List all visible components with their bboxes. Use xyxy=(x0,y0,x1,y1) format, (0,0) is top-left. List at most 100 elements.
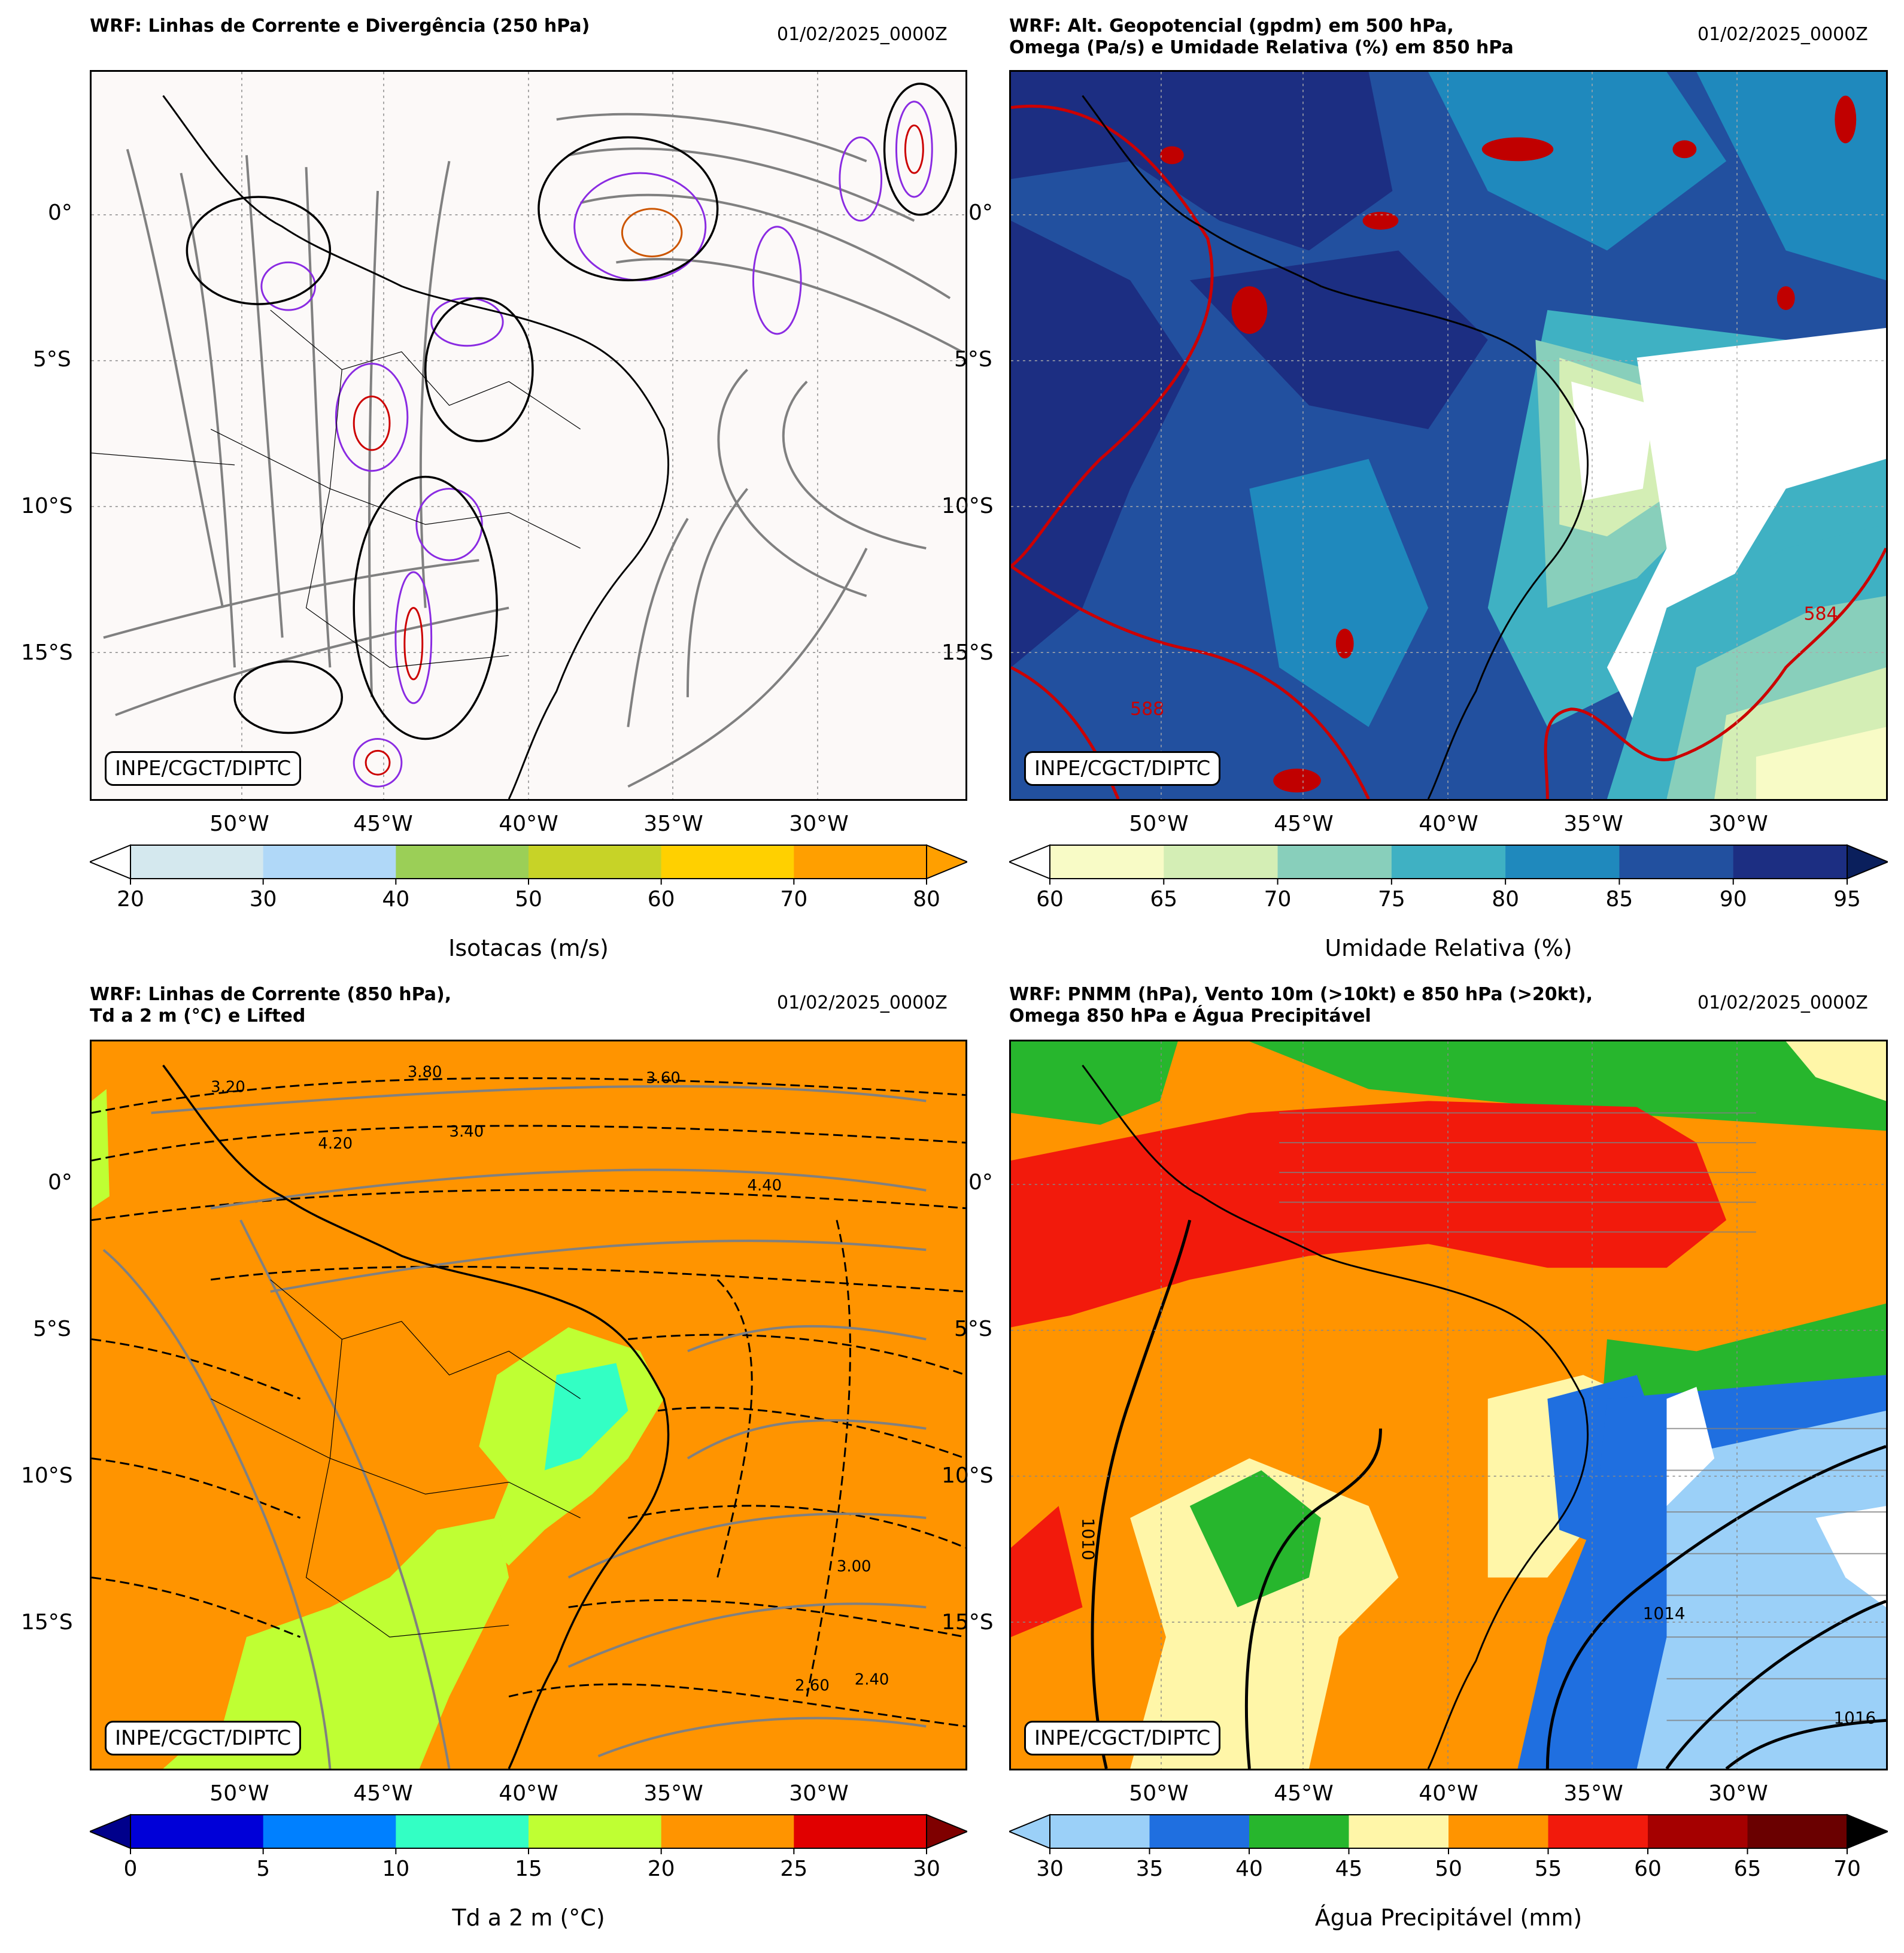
colorbar: 0 5 10 15 20 25 30 xyxy=(90,1812,967,1881)
colorbar-extend-low xyxy=(90,1814,131,1849)
lat-label: 15°S xyxy=(21,1610,73,1635)
colorbar-tick-label: 15 xyxy=(515,1857,542,1881)
lon-label: 50°W xyxy=(1129,1781,1189,1806)
colorbar-extend-high xyxy=(926,844,967,880)
colorbar-tick-label: 20 xyxy=(647,1857,675,1881)
lon-label: 35°W xyxy=(1563,1781,1623,1806)
colorbar-tick-label: 70 xyxy=(1264,887,1292,912)
credit-label: INPE/CGCT/DIPTC xyxy=(1024,1721,1221,1755)
colorbar-segment xyxy=(396,1815,529,1848)
colorbar-graphic xyxy=(90,1814,967,1854)
lon-label: 30°W xyxy=(789,1781,849,1806)
colorbar-segment xyxy=(1050,1815,1150,1848)
colorbar-tick-label: 0 xyxy=(123,1857,138,1881)
contour-label: 1010 xyxy=(1079,1518,1098,1560)
colorbar-graphic xyxy=(1009,844,1888,885)
lon-label: 35°W xyxy=(643,812,703,836)
map-area[interactable]: 3.20 3.80 4.20 3.40 3.60 4.40 3.00 2.60 … xyxy=(90,1040,967,1770)
lat-label: 0° xyxy=(968,1170,993,1195)
lat-label: 5°S xyxy=(33,1317,71,1341)
colorbar: 20 30 40 50 60 70 80 xyxy=(90,843,967,912)
panel-title: Omega (Pa/s) e Umidade Relativa (%) em 8… xyxy=(1009,37,1514,58)
contour-label: 2.40 xyxy=(855,1671,889,1689)
colorbar-extend-low xyxy=(1009,844,1050,880)
colorbar-segment xyxy=(1277,845,1392,879)
colorbar-tick-label: 5 xyxy=(256,1857,271,1881)
colorbar-graphic xyxy=(1009,1814,1888,1854)
lon-label: 35°W xyxy=(643,1781,703,1806)
map-graphic: 1010 1014 1016 xyxy=(1011,1041,1886,1769)
colorbar-tick-label: 30 xyxy=(913,1857,940,1881)
credit-label: INPE/CGCT/DIPTC xyxy=(1024,751,1221,786)
colorbar-segment xyxy=(263,1815,396,1848)
contour-label: 584 xyxy=(1804,603,1838,624)
colorbar-segment xyxy=(1648,1815,1748,1848)
lon-label: 40°W xyxy=(499,1781,558,1806)
colorbar-tick-label: 75 xyxy=(1377,887,1405,912)
colorbar-extend-low xyxy=(90,844,131,880)
colorbar-tick-label: 80 xyxy=(1492,887,1520,912)
lat-label: 10°S xyxy=(942,1463,994,1488)
colorbar-segment xyxy=(1249,1815,1349,1848)
contour-label: 1014 xyxy=(1643,1603,1686,1623)
lon-label: 50°W xyxy=(1129,812,1189,836)
colorbar-tick-label: 30 xyxy=(1036,1857,1064,1881)
map-graphic xyxy=(92,72,965,799)
contour-label: 3.20 xyxy=(211,1079,245,1097)
colorbar-tick-label: 35 xyxy=(1135,1857,1164,1881)
colorbar-tick-label: 40 xyxy=(382,887,410,912)
map-area[interactable]: INPE/CGCT/DIPTC xyxy=(90,70,967,801)
lon-label: 40°W xyxy=(499,812,558,836)
panel-title: WRF: PNMM (hPa), Vento 10m (>10kt) e 850… xyxy=(1009,984,1593,1005)
colorbar-tick-label: 70 xyxy=(1833,1857,1861,1881)
colorbar-segment xyxy=(1619,845,1734,879)
colorbar-extend-high xyxy=(926,1814,967,1849)
contour-label: 4.40 xyxy=(747,1177,782,1195)
colorbar-tick-label: 50 xyxy=(515,887,542,912)
colorbar-segment xyxy=(529,845,662,879)
colorbar-segment xyxy=(529,1815,662,1848)
colorbar: 30 35 40 45 50 55 60 65 70 xyxy=(1009,1812,1888,1881)
colorbar-segment xyxy=(661,845,794,879)
colorbar-tick-label: 50 xyxy=(1435,1857,1462,1881)
contour-label: 3.00 xyxy=(837,1558,871,1576)
colorbar-label: Umidade Relativa (%) xyxy=(1325,935,1572,961)
colorbar-tick-label: 60 xyxy=(1036,887,1064,912)
lon-label: 35°W xyxy=(1563,812,1623,836)
colorbar-tick-label: 25 xyxy=(780,1857,808,1881)
lon-label: 45°W xyxy=(353,1781,413,1806)
map-area[interactable]: 1010 1014 1016 INPE/CGCT/DIPTC xyxy=(1009,1040,1888,1770)
colorbar-segment xyxy=(263,845,396,879)
colorbar-tick-label: 65 xyxy=(1733,1857,1762,1881)
colorbar-segment xyxy=(661,1815,794,1848)
colorbar-segment xyxy=(1391,845,1506,879)
lat-label: 0° xyxy=(968,201,993,225)
colorbar: 60 65 70 75 80 85 90 95 xyxy=(1009,843,1888,912)
colorbar-segment xyxy=(1733,845,1848,879)
lat-label: 10°S xyxy=(21,1463,73,1488)
colorbar-tick-label: 45 xyxy=(1335,1857,1363,1881)
lat-label: 5°S xyxy=(954,347,992,372)
colorbar-segment xyxy=(1548,1815,1648,1848)
lat-label: 0° xyxy=(48,201,72,225)
map-graphic: 3.20 3.80 4.20 3.40 3.60 4.40 3.00 2.60 … xyxy=(92,1041,965,1769)
colorbar-tick-label: 40 xyxy=(1235,1857,1263,1881)
lat-label: 15°S xyxy=(21,640,73,665)
colorbar-tick-label: 95 xyxy=(1833,887,1861,912)
colorbar-tick-label: 55 xyxy=(1534,1857,1562,1881)
contour-label: 3.60 xyxy=(646,1070,681,1088)
lat-label: 15°S xyxy=(942,1610,994,1635)
map-area[interactable]: 584 588 INPE/CGCT/DIPTC xyxy=(1009,70,1888,801)
colorbar-segment xyxy=(130,1815,264,1848)
panel-date: 01/02/2025_0000Z xyxy=(1697,24,1868,45)
lat-label: 0° xyxy=(48,1170,72,1195)
colorbar-tick-label: 65 xyxy=(1150,887,1178,912)
colorbar-segment xyxy=(130,845,264,879)
colorbar-tick-label: 60 xyxy=(1634,1857,1662,1881)
colorbar-segment xyxy=(1164,845,1279,879)
panel-title: Td a 2 m (°C) e Lifted xyxy=(90,1006,306,1026)
panel-title: Omega 850 hPa e Água Precipitável xyxy=(1009,1006,1371,1026)
colorbar-extend-low xyxy=(1009,1814,1050,1849)
colorbar-segment xyxy=(1149,1815,1250,1848)
panel-date: 01/02/2025_0000Z xyxy=(777,24,948,45)
